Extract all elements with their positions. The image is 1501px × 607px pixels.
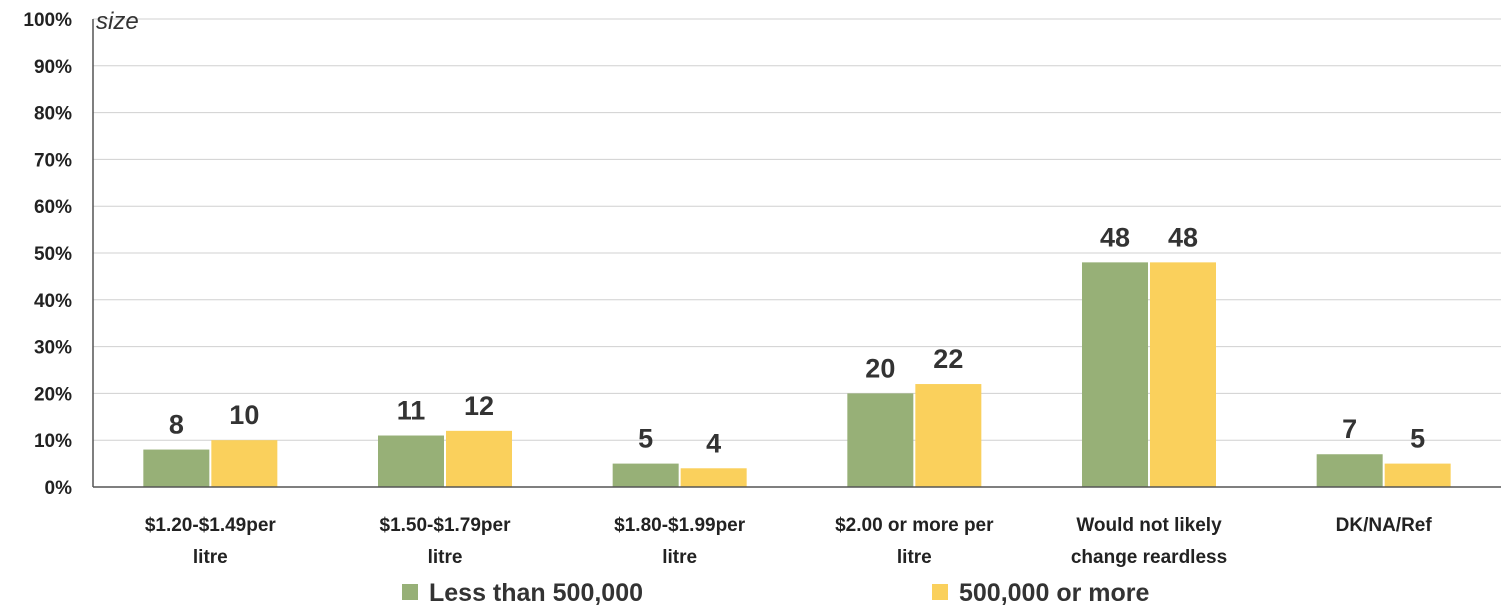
bar xyxy=(1150,262,1216,487)
legend: Less than 500,000 500,000 or more xyxy=(402,579,1149,607)
bar xyxy=(211,440,278,487)
bar xyxy=(378,435,444,487)
y-axis-ticks: 0% 10% 20% 30% 40% 50% 60% 70% 80% 90% 100% xyxy=(23,10,72,499)
y-tick-label: 100% xyxy=(23,10,72,31)
y-tick-label: 90% xyxy=(34,57,72,78)
data-label: 20 xyxy=(865,353,895,383)
bar xyxy=(446,430,512,487)
y-tick-label: 70% xyxy=(34,150,72,171)
y-tick-label: 60% xyxy=(34,197,72,218)
x-category-label: $2.00 or more per litre xyxy=(835,515,994,568)
y-tick-label: 40% xyxy=(34,291,72,312)
bar xyxy=(143,449,210,487)
x-axis-categories: $1.20-$1.49per litre $1.50-$1.79per litre $1… xyxy=(145,515,1433,568)
bar xyxy=(1384,463,1451,487)
x-category-label: $1.20-$1.49per litre xyxy=(145,515,277,568)
bar xyxy=(915,384,982,487)
x-category-label: $1.50-$1.79per litre xyxy=(380,515,512,568)
data-label: 22 xyxy=(933,344,963,374)
y-tick-label: 30% xyxy=(34,338,72,359)
bars xyxy=(143,262,1451,487)
data-label: 48 xyxy=(1168,222,1198,252)
data-label: 7 xyxy=(1342,414,1357,444)
gridlines xyxy=(93,18,1501,441)
x-category-label: Would not likely change reardless xyxy=(1071,515,1227,568)
bar xyxy=(680,468,747,487)
data-label: 10 xyxy=(229,400,259,430)
y-tick-label: 0% xyxy=(45,478,73,499)
data-labels: 8 10 11 12 5 4 20 22 48 48 7 5 xyxy=(169,222,1425,458)
data-label: 8 xyxy=(169,410,184,440)
legend-swatch xyxy=(402,584,418,600)
data-label: 48 xyxy=(1100,222,1130,252)
data-label: 4 xyxy=(706,428,721,458)
legend-label: 500,000 or more xyxy=(959,579,1149,607)
y-tick-label: 20% xyxy=(34,384,72,405)
data-label: 5 xyxy=(638,424,653,454)
x-category-label: $1.80-$1.99per litre xyxy=(614,515,746,568)
bar xyxy=(1082,262,1148,487)
data-label: 12 xyxy=(464,391,494,421)
data-label: 5 xyxy=(1410,424,1425,454)
bar xyxy=(612,463,679,487)
chart-note-text: size xyxy=(96,8,139,35)
data-label: 11 xyxy=(397,396,426,426)
y-tick-label: 50% xyxy=(34,244,72,265)
y-tick-label: 80% xyxy=(34,104,72,125)
legend-label: Less than 500,000 xyxy=(429,579,643,607)
bar xyxy=(1316,454,1383,487)
y-tick-label: 10% xyxy=(34,431,72,452)
legend-swatch xyxy=(932,584,948,600)
x-category-label: DK/NA/Ref xyxy=(1336,515,1433,536)
bar xyxy=(847,393,914,487)
